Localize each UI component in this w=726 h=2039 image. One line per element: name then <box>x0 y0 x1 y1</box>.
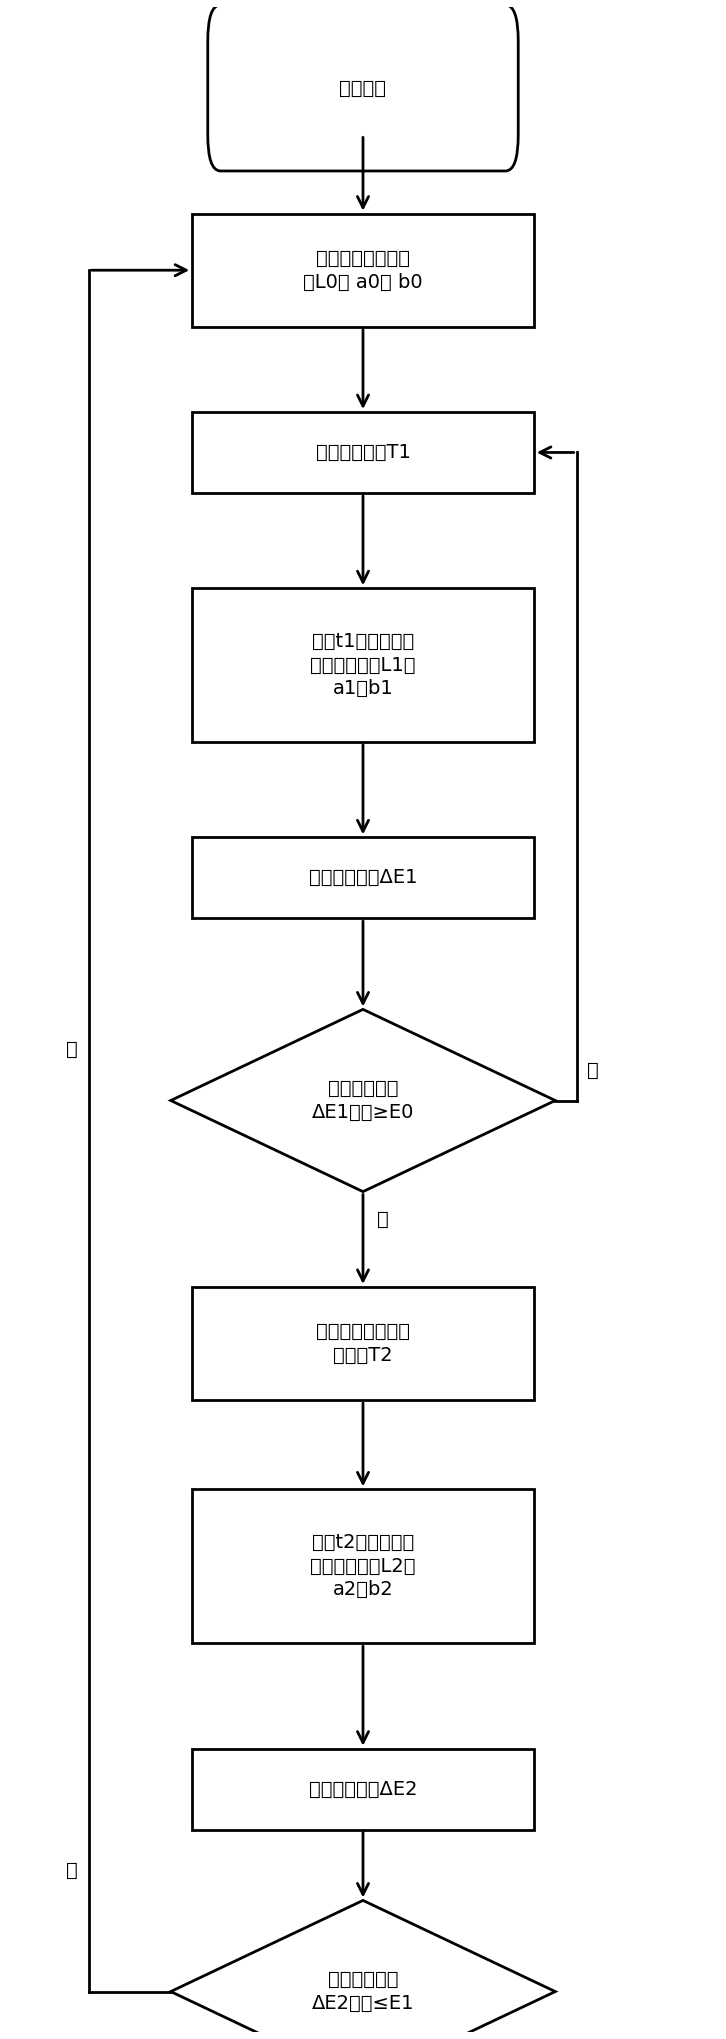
FancyBboxPatch shape <box>208 4 518 171</box>
Text: 自然回温或环境温
度设置T2: 自然回温或环境温 度设置T2 <box>316 1321 410 1364</box>
Text: 否: 否 <box>66 1860 78 1880</box>
Text: 每隔t1时间检测一
次食品色彩值L1、
a1、b1: 每隔t1时间检测一 次食品色彩值L1、 a1、b1 <box>310 632 416 697</box>
Bar <box>192 1488 534 1643</box>
Text: 计算食品色差ΔE1: 计算食品色差ΔE1 <box>309 869 417 887</box>
Polygon shape <box>171 1009 555 1191</box>
Text: 放入食品: 放入食品 <box>340 77 386 98</box>
Bar <box>192 1749 534 1829</box>
Text: 是: 是 <box>66 1040 78 1060</box>
Text: 否: 否 <box>587 1060 599 1081</box>
Text: 判断食品色差
ΔE2是否≤E1: 判断食品色差 ΔE2是否≤E1 <box>311 1970 415 2012</box>
Text: 判断食品色差
ΔE1是否≥E0: 判断食品色差 ΔE1是否≥E0 <box>311 1079 415 1121</box>
Bar <box>192 214 534 326</box>
Bar <box>192 1287 534 1401</box>
Text: 每隔t2时间检测一
次食品色彩值L2、
a2、b2: 每隔t2时间检测一 次食品色彩值L2、 a2、b2 <box>310 1533 416 1599</box>
Text: 环境温度设置T1: 环境温度设置T1 <box>316 442 410 463</box>
Bar <box>192 412 534 493</box>
Text: 计算食品色差ΔE2: 计算食品色差ΔE2 <box>309 1780 417 1798</box>
Polygon shape <box>171 1900 555 2039</box>
Bar <box>192 838 534 918</box>
Bar <box>192 587 534 742</box>
Text: 检测食品初始色彩
值L0、 a0、 b0: 检测食品初始色彩 值L0、 a0、 b0 <box>303 249 423 292</box>
Text: 是: 是 <box>378 1209 389 1227</box>
